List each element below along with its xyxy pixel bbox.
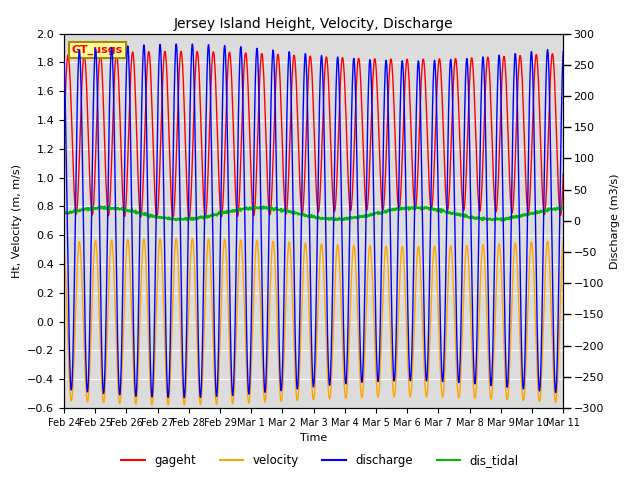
X-axis label: Time: Time [300, 433, 327, 443]
Text: GT_usgs: GT_usgs [72, 45, 123, 55]
Legend: gageht, velocity, discharge, dis_tidal: gageht, velocity, discharge, dis_tidal [116, 449, 524, 472]
Y-axis label: Discharge (m3/s): Discharge (m3/s) [610, 173, 620, 268]
Y-axis label: Ht, Velocity (m, m/s): Ht, Velocity (m, m/s) [12, 164, 22, 278]
Title: Jersey Island Height, Velocity, Discharge: Jersey Island Height, Velocity, Discharg… [174, 17, 453, 31]
